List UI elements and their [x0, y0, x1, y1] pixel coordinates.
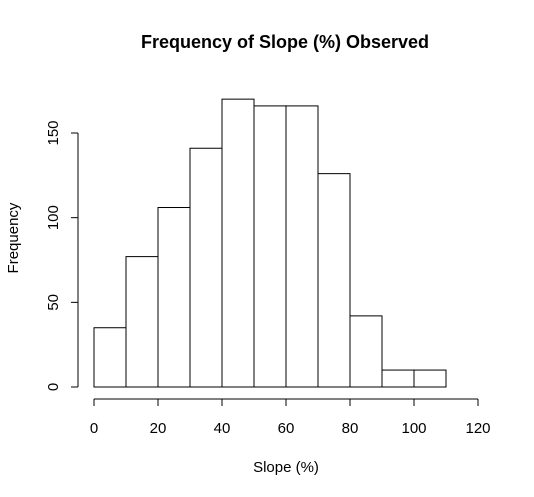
- histogram-bar-1: [125, 256, 159, 388]
- x-tick-label-5: 100: [401, 420, 426, 437]
- histogram-bar-4: [221, 98, 255, 388]
- histogram-bar-0: [93, 327, 127, 388]
- y-tick-label-1: 50: [45, 294, 62, 311]
- histogram-bar-9: [381, 369, 415, 388]
- histogram-bar-3: [189, 147, 223, 388]
- y-tick-label-3: 150: [45, 120, 62, 145]
- histogram-bar-10: [413, 369, 447, 388]
- y-tick-label-2: 100: [45, 205, 62, 230]
- histogram-bar-2: [157, 207, 191, 388]
- x-tick-label-3: 60: [278, 420, 295, 437]
- y-axis: 0 50 100 150: [45, 120, 79, 391]
- x-tick-label-4: 80: [342, 420, 359, 437]
- x-axis: 0 20 40 60 80 100 120: [90, 398, 491, 437]
- histogram-bar-6: [285, 105, 319, 388]
- x-tick-label-1: 20: [150, 420, 167, 437]
- bars-group: [93, 98, 447, 388]
- chart-title: Frequency of Slope (%) Observed: [141, 32, 429, 52]
- histogram-bar-5: [253, 105, 287, 388]
- histogram-bar-7: [317, 173, 351, 388]
- y-tick-label-0: 0: [45, 383, 62, 391]
- x-tick-label-6: 120: [465, 420, 490, 437]
- x-tick-label-2: 40: [214, 420, 231, 437]
- histogram-bar-8: [349, 315, 383, 388]
- x-axis-label: Slope (%): [253, 459, 319, 476]
- y-axis-label: Frequency: [5, 202, 22, 273]
- x-tick-label-0: 0: [90, 420, 98, 437]
